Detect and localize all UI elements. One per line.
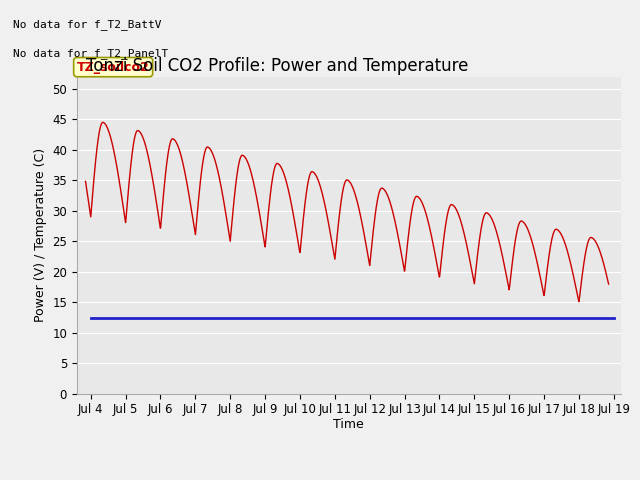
Y-axis label: Power (V) / Temperature (C): Power (V) / Temperature (C) xyxy=(34,148,47,322)
Text: No data for f_T2_BattV: No data for f_T2_BattV xyxy=(13,19,161,30)
Text: No data for f_T2_PanelT: No data for f_T2_PanelT xyxy=(13,48,168,59)
Text: Tonzi Soil CO2 Profile: Power and Temperature: Tonzi Soil CO2 Profile: Power and Temper… xyxy=(86,57,468,75)
Text: TZ_soilco2: TZ_soilco2 xyxy=(77,60,150,73)
X-axis label: Time: Time xyxy=(333,418,364,431)
